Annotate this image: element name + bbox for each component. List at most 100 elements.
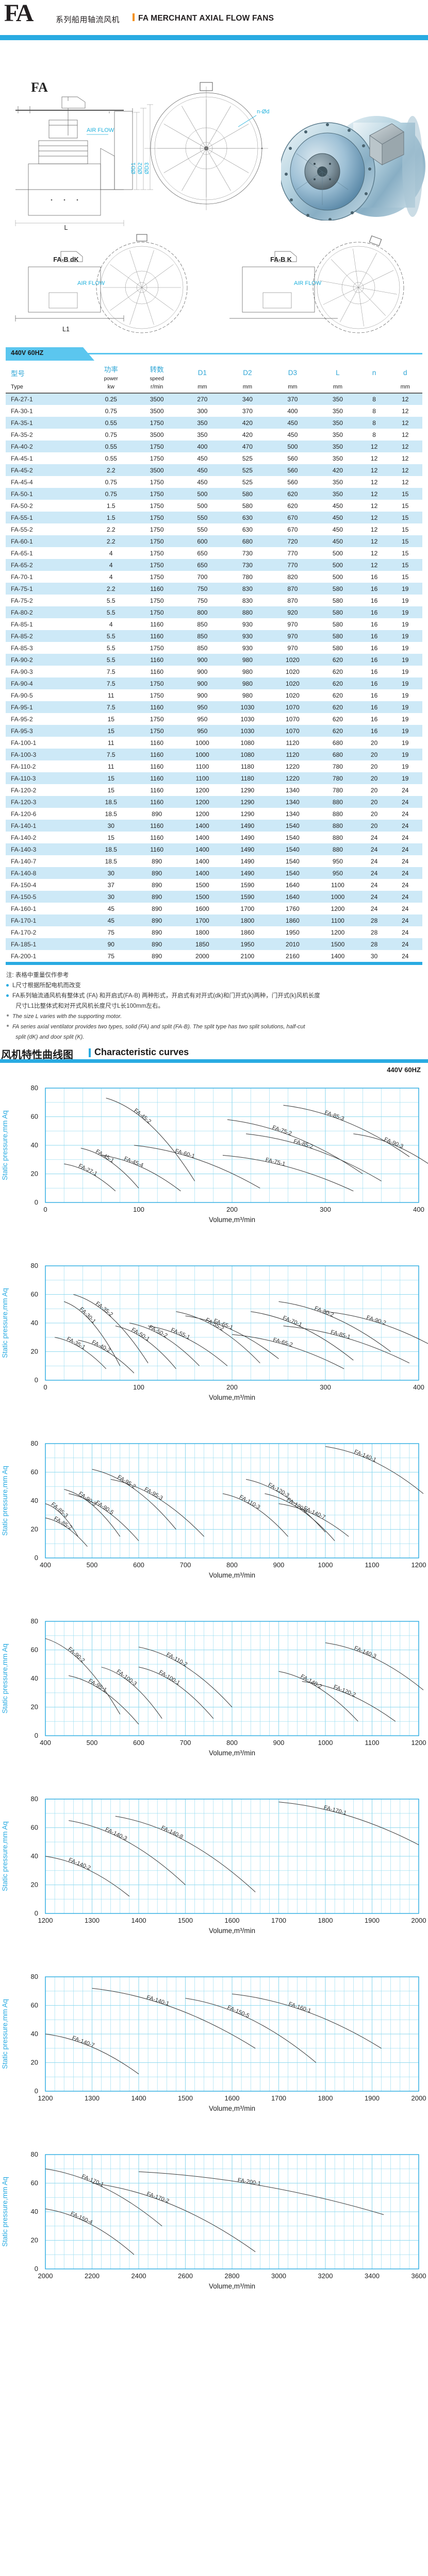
svg-text:500: 500 bbox=[87, 1561, 98, 1569]
svg-text:300: 300 bbox=[320, 1383, 331, 1391]
svg-text:0: 0 bbox=[35, 1198, 38, 1206]
svg-text:20: 20 bbox=[31, 1881, 38, 1889]
svg-text:60: 60 bbox=[31, 2179, 38, 2187]
svg-text:FA-150-5: FA-150-5 bbox=[226, 2004, 250, 2019]
svg-text:100: 100 bbox=[133, 1383, 144, 1391]
svg-text:60: 60 bbox=[31, 2002, 38, 2009]
svg-text:FA-90-2: FA-90-2 bbox=[67, 1646, 86, 1664]
svg-text:AIR FLOW: AIR FLOW bbox=[87, 127, 114, 133]
svg-text:Static pressure,mm Aq: Static pressure,mm Aq bbox=[1, 1466, 9, 1536]
svg-text:FA-100-1: FA-100-1 bbox=[158, 1669, 181, 1686]
svg-text:Static pressure,mm Aq: Static pressure,mm Aq bbox=[1, 1288, 9, 1358]
svg-text:FA-90-3: FA-90-3 bbox=[77, 1490, 97, 1507]
svg-text:80: 80 bbox=[31, 1084, 38, 1092]
svg-text:Volume,m³/min: Volume,m³/min bbox=[209, 2282, 255, 2290]
svg-text:ØD2: ØD2 bbox=[137, 162, 143, 174]
svg-text:600: 600 bbox=[133, 1561, 144, 1569]
svg-text:FA-60-1: FA-60-1 bbox=[174, 1148, 195, 1160]
svg-text:40: 40 bbox=[31, 1141, 38, 1149]
svg-text:FA-140-7: FA-140-7 bbox=[71, 2035, 95, 2049]
svg-text:1000: 1000 bbox=[318, 1561, 333, 1569]
svg-text:FA-170-1: FA-170-1 bbox=[80, 2173, 104, 2188]
svg-text:FA-110-3: FA-110-3 bbox=[238, 1494, 261, 1511]
svg-text:ØD1: ØD1 bbox=[130, 162, 137, 174]
svg-text:FA-75-1: FA-75-1 bbox=[265, 1157, 286, 1167]
svg-text:0: 0 bbox=[35, 1732, 38, 1739]
svg-text:2000: 2000 bbox=[38, 2272, 53, 2280]
svg-text:FA-80-2: FA-80-2 bbox=[314, 1305, 335, 1318]
svg-text:Static pressure,mm Aq: Static pressure,mm Aq bbox=[1, 1110, 9, 1180]
svg-text:700: 700 bbox=[180, 1739, 191, 1747]
svg-text:0: 0 bbox=[35, 2265, 38, 2273]
svg-text:80: 80 bbox=[31, 2150, 38, 2158]
svg-text:Volume,m³/min: Volume,m³/min bbox=[209, 1394, 255, 1401]
svg-text:1000: 1000 bbox=[318, 1739, 333, 1747]
svg-text:FA-35-1: FA-35-1 bbox=[65, 1336, 86, 1351]
svg-text:60: 60 bbox=[31, 1291, 38, 1298]
svg-text:20: 20 bbox=[31, 1348, 38, 1355]
svg-text:400: 400 bbox=[40, 1561, 51, 1569]
svg-text:FA-B K: FA-B K bbox=[270, 256, 292, 263]
svg-text:500: 500 bbox=[87, 1739, 98, 1747]
svg-text:L: L bbox=[64, 224, 68, 231]
svg-text:2000: 2000 bbox=[411, 1917, 426, 1924]
svg-text:200: 200 bbox=[226, 1383, 238, 1391]
svg-text:2600: 2600 bbox=[178, 2272, 193, 2280]
svg-text:600: 600 bbox=[133, 1739, 144, 1747]
svg-text:80: 80 bbox=[31, 1439, 38, 1447]
svg-text:FA-140-3: FA-140-3 bbox=[353, 1645, 377, 1659]
svg-text:1800: 1800 bbox=[318, 2094, 333, 2102]
svg-text:FA-85-2: FA-85-2 bbox=[293, 1138, 314, 1150]
svg-text:20: 20 bbox=[31, 1526, 38, 1533]
svg-text:20: 20 bbox=[31, 2236, 38, 2244]
svg-text:Volume,m³/min: Volume,m³/min bbox=[209, 1571, 255, 1579]
svg-text:FA-90-5: FA-90-5 bbox=[94, 1499, 114, 1516]
svg-text:Volume,m³/min: Volume,m³/min bbox=[209, 1749, 255, 1757]
svg-text:80: 80 bbox=[31, 1795, 38, 1803]
svg-text:2200: 2200 bbox=[85, 2272, 100, 2280]
svg-text:FA-85-3: FA-85-3 bbox=[324, 1110, 345, 1122]
svg-text:40: 40 bbox=[31, 1497, 38, 1504]
svg-text:FA-110-2: FA-110-2 bbox=[166, 1651, 189, 1668]
svg-text:0: 0 bbox=[43, 1383, 47, 1391]
svg-text:Volume,m³/min: Volume,m³/min bbox=[209, 1216, 255, 1224]
svg-text:n-Ød: n-Ød bbox=[257, 109, 269, 115]
svg-text:900: 900 bbox=[273, 1561, 285, 1569]
svg-text:40: 40 bbox=[31, 1319, 38, 1327]
svg-text:ØD3: ØD3 bbox=[144, 162, 150, 174]
svg-text:40: 40 bbox=[31, 1674, 38, 1682]
svg-text:1900: 1900 bbox=[365, 2094, 380, 2102]
svg-text:FA-170-2: FA-170-2 bbox=[146, 2191, 170, 2205]
svg-text:60: 60 bbox=[31, 1646, 38, 1654]
svg-text:FA-45-2: FA-45-2 bbox=[133, 1108, 152, 1125]
svg-text:FA-55-1: FA-55-1 bbox=[170, 1327, 191, 1341]
svg-text:FA-170-1: FA-170-1 bbox=[323, 1804, 347, 1816]
svg-text:3000: 3000 bbox=[271, 2272, 286, 2280]
svg-text:900: 900 bbox=[273, 1739, 285, 1747]
svg-text:Static pressure,mm Aq: Static pressure,mm Aq bbox=[1, 1821, 9, 1891]
svg-text:60: 60 bbox=[31, 1824, 38, 1832]
svg-text:FA-150-4: FA-150-4 bbox=[70, 2211, 93, 2226]
svg-text:1500: 1500 bbox=[178, 1917, 193, 1924]
svg-text:FA-200-1: FA-200-1 bbox=[237, 2177, 261, 2187]
svg-text:FA-85-1: FA-85-1 bbox=[330, 1329, 351, 1341]
svg-text:FA-75-2: FA-75-2 bbox=[271, 1125, 292, 1137]
svg-text:1400: 1400 bbox=[131, 2094, 146, 2102]
svg-text:80: 80 bbox=[31, 1617, 38, 1625]
svg-text:1100: 1100 bbox=[365, 1561, 380, 1569]
svg-text:40: 40 bbox=[31, 2208, 38, 2215]
svg-text:800: 800 bbox=[226, 1739, 238, 1747]
svg-text:2800: 2800 bbox=[225, 2272, 240, 2280]
svg-text:0: 0 bbox=[35, 1376, 38, 1384]
svg-text:1300: 1300 bbox=[85, 1917, 100, 1924]
svg-text:60: 60 bbox=[31, 1468, 38, 1476]
svg-text:1200: 1200 bbox=[411, 1739, 426, 1747]
svg-text:1700: 1700 bbox=[271, 1917, 286, 1924]
svg-text:0: 0 bbox=[43, 1206, 47, 1213]
svg-text:1100: 1100 bbox=[365, 1739, 380, 1747]
svg-text:FA-160-1: FA-160-1 bbox=[288, 2001, 312, 2014]
svg-text:20: 20 bbox=[31, 1703, 38, 1711]
svg-text:Static pressure,mm Aq: Static pressure,mm Aq bbox=[1, 1999, 9, 2069]
svg-text:1900: 1900 bbox=[365, 1917, 380, 1924]
svg-text:FA-27-1: FA-27-1 bbox=[77, 1163, 98, 1177]
